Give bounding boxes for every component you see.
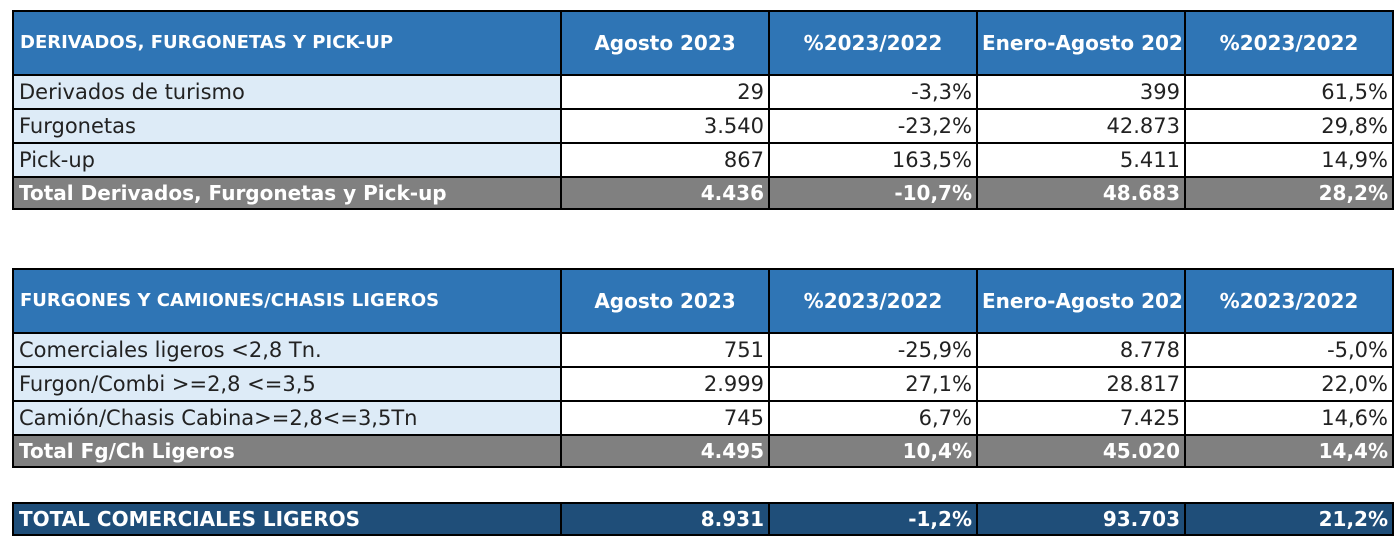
cell-month-pct: 6,7% (768, 400, 978, 436)
total-ytd-pct: 28,2% (1184, 176, 1394, 210)
total-month: 4.495 (560, 434, 770, 468)
table-row: Comerciales ligeros <2,8 Tn. 751 -25,9% … (12, 332, 1394, 368)
total-ytd-pct: 14,4% (1184, 434, 1394, 468)
total-month: 4.436 (560, 176, 770, 210)
table-row: Derivados de turismo 29 -3,3% 399 61,5% (12, 74, 1394, 110)
row-label: Derivados de turismo (12, 74, 562, 110)
total-label: Total Fg/Ch Ligeros (12, 434, 562, 468)
cell-ytd: 8.778 (976, 332, 1186, 368)
cell-month-pct: -3,3% (768, 74, 978, 110)
header-ytd: Enero-Agosto 2023 (976, 268, 1186, 334)
header-ytd: Enero-Agosto 2023 (976, 10, 1186, 76)
cell-ytd-pct: -5,0% (1184, 332, 1394, 368)
grand-total-row: TOTAL COMERCIALES LIGEROS 8.931 -1,2% 93… (12, 502, 1394, 536)
table-header-row: FURGONES Y CAMIONES/CHASIS LIGEROS Agost… (12, 268, 1394, 334)
grand-total-ytd-pct: 21,2% (1184, 502, 1394, 536)
cell-ytd-pct: 61,5% (1184, 74, 1394, 110)
table-total-comerciales-ligeros: TOTAL COMERCIALES LIGEROS 8.931 -1,2% 93… (12, 502, 1394, 536)
table-furgones-camiones-ligeros: FURGONES Y CAMIONES/CHASIS LIGEROS Agost… (12, 268, 1394, 468)
cell-month-pct: -23,2% (768, 108, 978, 144)
row-label: Furgon/Combi >=2,8 <=3,5 (12, 366, 562, 402)
table-row: Camión/Chasis Cabina>=2,8<=3,5Tn 745 6,7… (12, 400, 1394, 436)
total-ytd: 48.683 (976, 176, 1186, 210)
total-row: Total Fg/Ch Ligeros 4.495 10,4% 45.020 1… (12, 434, 1394, 468)
cell-ytd-pct: 29,8% (1184, 108, 1394, 144)
cell-month: 2.999 (560, 366, 770, 402)
cell-month-pct: -25,9% (768, 332, 978, 368)
cell-ytd-pct: 14,9% (1184, 142, 1394, 178)
row-label: Comerciales ligeros <2,8 Tn. (12, 332, 562, 368)
total-month-pct: 10,4% (768, 434, 978, 468)
table-header-row: DERIVADOS, FURGONETAS Y PICK-UP Agosto 2… (12, 10, 1394, 76)
header-month-pct: %2023/2022 (768, 10, 978, 76)
cell-month: 751 (560, 332, 770, 368)
cell-month: 3.540 (560, 108, 770, 144)
row-label: Furgonetas (12, 108, 562, 144)
total-month-pct: -10,7% (768, 176, 978, 210)
grand-total-month: 8.931 (560, 502, 770, 536)
grand-total-month-pct: -1,2% (768, 502, 978, 536)
total-ytd: 45.020 (976, 434, 1186, 468)
cell-month: 867 (560, 142, 770, 178)
table-derivados-furgonetas-pickup: DERIVADOS, FURGONETAS Y PICK-UP Agosto 2… (12, 10, 1394, 210)
cell-ytd: 42.873 (976, 108, 1186, 144)
cell-month-pct: 27,1% (768, 366, 978, 402)
cell-month-pct: 163,5% (768, 142, 978, 178)
header-category: FURGONES Y CAMIONES/CHASIS LIGEROS (12, 268, 562, 334)
cell-ytd-pct: 22,0% (1184, 366, 1394, 402)
cell-ytd: 7.425 (976, 400, 1186, 436)
grand-total-ytd: 93.703 (976, 502, 1186, 536)
cell-ytd: 5.411 (976, 142, 1186, 178)
row-label: Pick-up (12, 142, 562, 178)
header-month: Agosto 2023 (560, 268, 770, 334)
cell-ytd-pct: 14,6% (1184, 400, 1394, 436)
cell-month: 29 (560, 74, 770, 110)
header-ytd-pct: %2023/2022 (1184, 268, 1394, 334)
table-row: Pick-up 867 163,5% 5.411 14,9% (12, 142, 1394, 178)
row-label: Camión/Chasis Cabina>=2,8<=3,5Tn (12, 400, 562, 436)
table-row: Furgon/Combi >=2,8 <=3,5 2.999 27,1% 28.… (12, 366, 1394, 402)
total-label: Total Derivados, Furgonetas y Pick-up (12, 176, 562, 210)
header-month: Agosto 2023 (560, 10, 770, 76)
header-category: DERIVADOS, FURGONETAS Y PICK-UP (12, 10, 562, 76)
grand-total-label: TOTAL COMERCIALES LIGEROS (12, 502, 562, 536)
cell-ytd: 28.817 (976, 366, 1186, 402)
header-month-pct: %2023/2022 (768, 268, 978, 334)
total-row: Total Derivados, Furgonetas y Pick-up 4.… (12, 176, 1394, 210)
table-row: Furgonetas 3.540 -23,2% 42.873 29,8% (12, 108, 1394, 144)
cell-month: 745 (560, 400, 770, 436)
cell-ytd: 399 (976, 74, 1186, 110)
header-ytd-pct: %2023/2022 (1184, 10, 1394, 76)
